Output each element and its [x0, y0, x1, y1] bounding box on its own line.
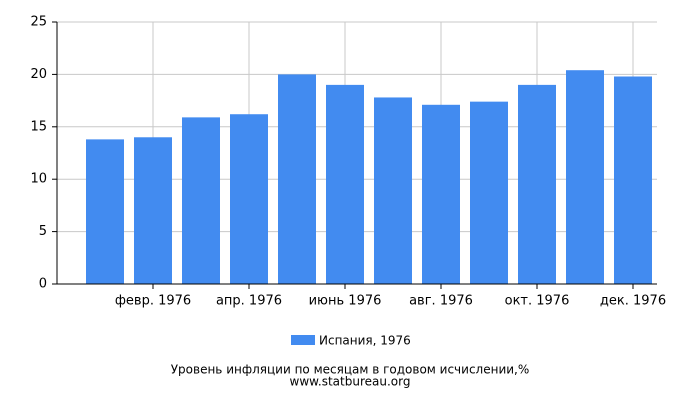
bar	[374, 97, 412, 285]
x-tick-label: авг. 1976	[409, 294, 473, 309]
y-tick-label: 10	[30, 172, 47, 187]
y-tick-label: 0	[39, 277, 47, 292]
bar	[566, 70, 604, 284]
legend-label: Испания, 1976	[319, 334, 411, 348]
bar	[518, 84, 556, 284]
bar	[614, 76, 652, 284]
x-tick-label: июнь 1976	[309, 294, 382, 309]
y-tick-label: 25	[30, 15, 47, 30]
x-tick-label: окт. 1976	[505, 294, 570, 309]
bar	[230, 114, 268, 284]
y-tick-label: 20	[30, 67, 47, 82]
chart-title: Уровень инфляции по месяцам в годовом ис…	[171, 363, 530, 377]
legend-swatch	[291, 335, 315, 345]
bar	[470, 101, 508, 284]
chart-subtitle: www.statbureau.org	[290, 375, 411, 389]
x-tick-label: дек. 1976	[600, 294, 666, 309]
bar	[422, 104, 460, 285]
x-tick-label: февр. 1976	[115, 294, 191, 309]
bar	[182, 117, 220, 284]
y-tick-label: 15	[30, 119, 47, 134]
bar	[326, 84, 364, 284]
bar	[134, 137, 172, 284]
bar	[86, 139, 124, 284]
bar	[278, 74, 316, 285]
x-tick-label: апр. 1976	[216, 294, 282, 309]
y-tick-label: 5	[39, 224, 47, 239]
